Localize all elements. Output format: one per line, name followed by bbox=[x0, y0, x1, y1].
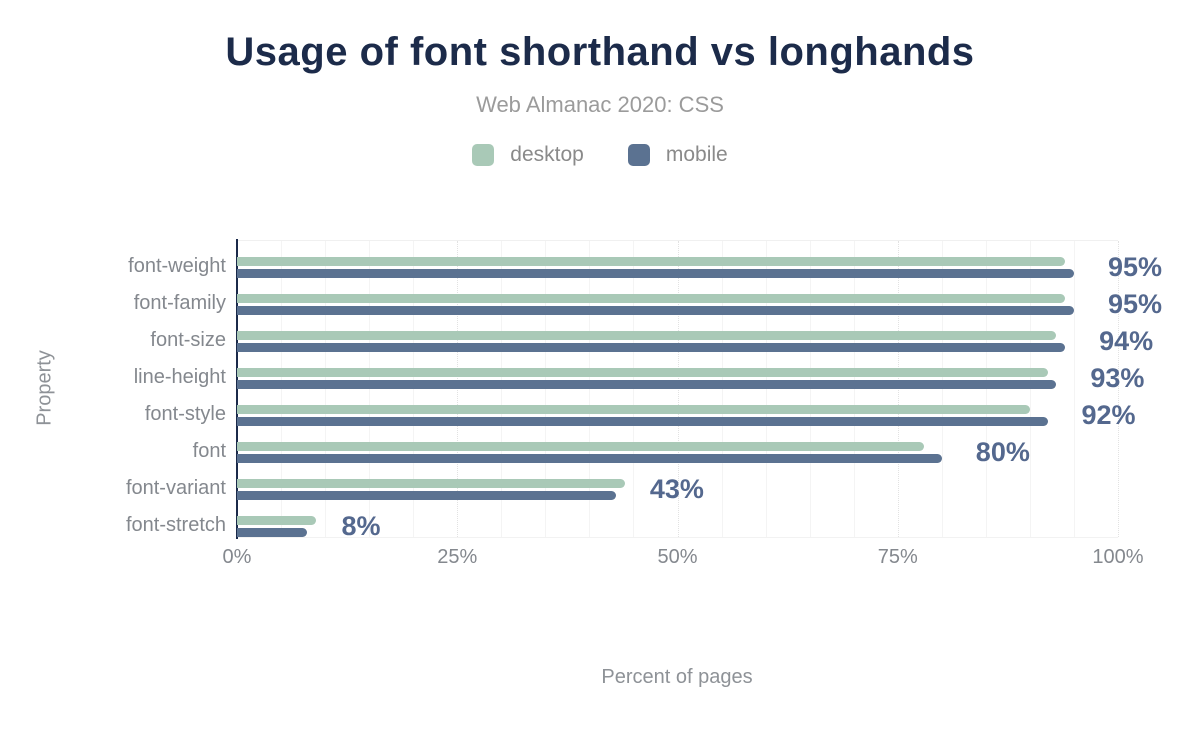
mobile-bar[interactable] bbox=[237, 490, 616, 500]
gridline bbox=[633, 241, 635, 537]
value-label: 94% bbox=[1099, 326, 1154, 356]
category-label: font-weight bbox=[128, 255, 226, 277]
category-label: font-family bbox=[133, 292, 226, 314]
y-axis-line bbox=[236, 239, 238, 539]
gridline bbox=[501, 241, 503, 537]
desktop-bar[interactable] bbox=[237, 442, 925, 451]
x-tick-label: 25% bbox=[437, 546, 478, 568]
mobile-bar[interactable] bbox=[237, 379, 1057, 389]
mobile-bar[interactable] bbox=[237, 527, 308, 537]
gridline bbox=[281, 241, 283, 537]
mobile-swatch-icon bbox=[627, 144, 650, 166]
desktop-bar[interactable] bbox=[237, 516, 317, 525]
desktop-swatch-icon bbox=[472, 144, 495, 166]
gridline bbox=[985, 241, 987, 537]
x-tick-label: 50% bbox=[657, 546, 698, 568]
legend-item-mobile[interactable]: mobile bbox=[627, 143, 728, 167]
category-label: line-height bbox=[133, 366, 226, 388]
legend: desktop mobile bbox=[0, 142, 1200, 168]
mobile-bar[interactable] bbox=[237, 342, 1066, 352]
x-tick-label: 75% bbox=[877, 546, 918, 568]
gridline bbox=[765, 241, 767, 537]
gridline bbox=[809, 241, 811, 537]
value-label: 92% bbox=[1081, 400, 1136, 430]
desktop-bar[interactable] bbox=[237, 257, 1066, 266]
gridline bbox=[853, 241, 855, 537]
x-tick-label: 100% bbox=[1092, 546, 1144, 568]
gridline bbox=[413, 241, 415, 537]
gridline bbox=[1118, 241, 1120, 537]
x-axis-title: Percent of pages bbox=[601, 666, 753, 688]
legend-label-mobile: mobile bbox=[665, 143, 728, 166]
x-tick-label: 0% bbox=[222, 546, 252, 568]
value-label: 95% bbox=[1107, 252, 1162, 282]
mobile-bar[interactable] bbox=[237, 453, 942, 463]
gridline bbox=[589, 241, 591, 537]
category-label: font-variant bbox=[125, 477, 226, 499]
category-label: font-size bbox=[150, 329, 226, 351]
value-label: 80% bbox=[975, 437, 1030, 467]
mobile-bar[interactable] bbox=[237, 305, 1074, 315]
gridline bbox=[1029, 241, 1031, 537]
gridline bbox=[457, 241, 459, 537]
desktop-bar[interactable] bbox=[237, 479, 625, 488]
gridline bbox=[1073, 241, 1075, 537]
category-label: font-stretch bbox=[125, 514, 226, 536]
chart-subtitle: Web Almanac 2020: CSS bbox=[476, 92, 724, 117]
gridline bbox=[677, 241, 680, 537]
value-label: 95% bbox=[1107, 289, 1162, 319]
gridline bbox=[325, 241, 327, 537]
gridline bbox=[545, 241, 547, 537]
chart-title: Usage of font shorthand vs longhands bbox=[225, 30, 975, 74]
x-axis-tick-labels: 0% 25% 50% 75% 100% bbox=[223, 546, 1144, 570]
desktop-bar[interactable] bbox=[237, 405, 1030, 414]
plot-area: 95% 95% 94% 93% 92% 80% 43% 8% bbox=[236, 239, 1162, 541]
value-label: 43% bbox=[649, 474, 704, 504]
desktop-bar[interactable] bbox=[237, 368, 1048, 377]
desktop-bar[interactable] bbox=[237, 294, 1066, 303]
gridline bbox=[941, 241, 943, 537]
category-label: font-style bbox=[144, 403, 226, 425]
category-label: font bbox=[192, 440, 226, 462]
desktop-bar[interactable] bbox=[237, 331, 1057, 340]
gridline bbox=[369, 241, 371, 537]
value-label: 93% bbox=[1090, 363, 1145, 393]
mobile-bar[interactable] bbox=[237, 268, 1074, 278]
category-axis-labels: font-weight font-family font-size line-heig… bbox=[0, 240, 226, 536]
gridline bbox=[721, 241, 723, 537]
legend-item-desktop[interactable]: desktop bbox=[472, 143, 584, 167]
gridline bbox=[897, 241, 900, 537]
value-label: 8% bbox=[341, 511, 381, 541]
legend-label-desktop: desktop bbox=[510, 143, 584, 166]
mobile-bar[interactable] bbox=[237, 416, 1048, 426]
